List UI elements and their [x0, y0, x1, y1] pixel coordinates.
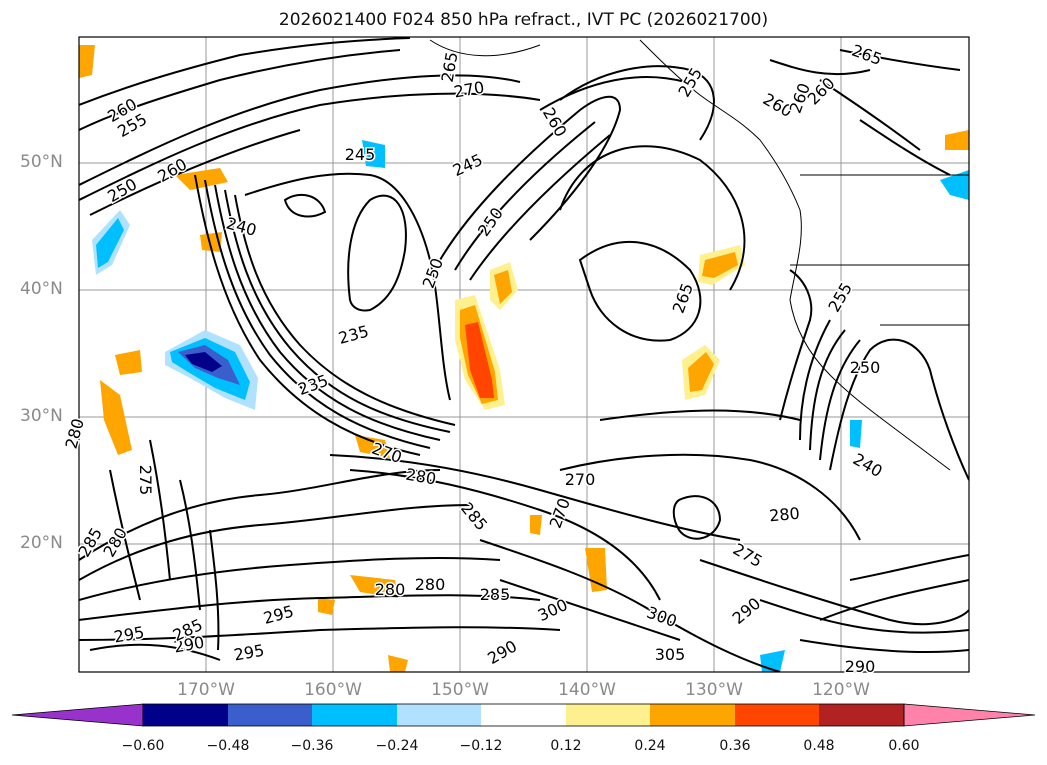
- contour-label: 285: [480, 585, 511, 604]
- contour-label: 255: [674, 64, 706, 100]
- contour-label: 240: [224, 214, 258, 240]
- contour-label: 280: [415, 575, 446, 594]
- contour-label: 255: [824, 279, 856, 315]
- refractivity-contours: [79, 37, 969, 672]
- contour-label: 235: [336, 322, 370, 348]
- contour-label: 250: [104, 174, 140, 206]
- lon-label-150w: 150°W: [431, 680, 489, 700]
- contour-label: 295: [112, 623, 145, 647]
- contour-label: 270: [565, 470, 596, 489]
- contour-label: 280: [62, 416, 88, 450]
- lat-label-50n: 50°N: [20, 152, 63, 172]
- colorbar-tick: −0.24: [375, 738, 419, 754]
- contour-label: 300: [644, 603, 679, 631]
- contour-label: 265: [669, 281, 697, 316]
- contour-label: 270: [546, 496, 574, 531]
- contour-label: 295: [261, 602, 295, 628]
- lon-label-160w: 160°W: [304, 680, 362, 700]
- contour-label: 250: [419, 256, 447, 291]
- colorbar-tick: 0.36: [719, 738, 751, 754]
- coastline: [429, 39, 969, 471]
- contour-label: 280: [768, 504, 800, 526]
- lon-label-120w: 120°W: [812, 680, 870, 700]
- contour-label: 305: [655, 645, 686, 664]
- lon-label-140w: 140°W: [558, 680, 616, 700]
- colorbar-tick: −0.48: [206, 738, 250, 754]
- colorbar-tick: −0.12: [459, 738, 503, 754]
- lat-label-20n: 20°N: [20, 533, 63, 553]
- contour-label: 245: [345, 145, 376, 164]
- contour-label: 290: [484, 636, 520, 668]
- contour-label: 270: [369, 439, 404, 467]
- contour-label: 280: [404, 465, 437, 489]
- colorbar: [11, 703, 1036, 727]
- contour-label: 300: [535, 595, 571, 625]
- contour-label: 285: [457, 499, 491, 535]
- contour-label: 265: [438, 50, 462, 83]
- lat-label-40n: 40°N: [20, 279, 63, 299]
- colorbar-tick: 0.24: [634, 738, 666, 754]
- contour-label: 270: [452, 78, 485, 102]
- contour-label: 240: [850, 449, 886, 481]
- contour-label: 245: [450, 150, 486, 180]
- shaded-anomalies: [79, 45, 969, 672]
- colorbar-tick: −0.36: [290, 738, 334, 754]
- contour-label: 260: [539, 104, 571, 140]
- map-title: 2026021400 F024 850 hPa refract., IVT PC…: [278, 10, 769, 30]
- lat-label-30n: 30°N: [20, 406, 63, 426]
- contour-label: 295: [232, 641, 265, 665]
- colorbar-tick: −0.60: [121, 738, 165, 754]
- contour-label: 250: [850, 358, 881, 377]
- colorbar-tick: 0.12: [550, 738, 582, 754]
- contour-label: 265: [849, 41, 884, 69]
- contour-label: 280: [375, 580, 406, 599]
- contour-label: 290: [729, 594, 765, 628]
- colorbar-tick: 0.60: [888, 738, 920, 754]
- contour-label: 275: [136, 465, 155, 496]
- colorbar-tick: 0.48: [803, 738, 835, 754]
- contour-label: 260: [786, 81, 814, 116]
- contour-label: 290: [845, 657, 876, 676]
- lon-label-130w: 130°W: [685, 680, 743, 700]
- lon-label-170w: 170°W: [177, 680, 235, 700]
